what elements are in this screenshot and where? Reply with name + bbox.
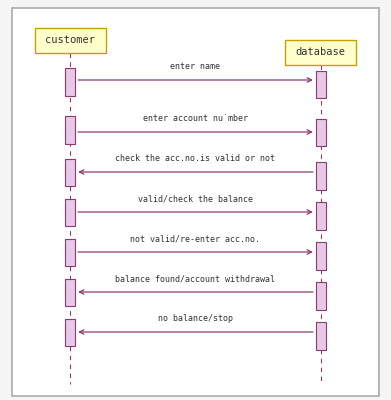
- Text: balance found/account withdrawal: balance found/account withdrawal: [115, 274, 276, 283]
- Text: valid/check the balance: valid/check the balance: [138, 194, 253, 203]
- Bar: [316, 322, 325, 350]
- Bar: [316, 162, 325, 190]
- Bar: [65, 279, 75, 306]
- Text: enter name: enter name: [170, 62, 221, 71]
- Bar: [65, 68, 75, 96]
- Bar: [35, 28, 106, 53]
- Text: database: database: [296, 47, 346, 57]
- Text: not valid/re-enter acc.no.: not valid/re-enter acc.no.: [131, 234, 260, 243]
- Bar: [316, 71, 325, 98]
- Bar: [65, 239, 75, 266]
- Bar: [285, 40, 356, 65]
- Bar: [65, 319, 75, 346]
- Text: customer: customer: [45, 35, 95, 45]
- Text: enter account nu̇mber: enter account nu̇mber: [143, 114, 248, 123]
- Text: check the acc.no.is valid or not: check the acc.no.is valid or not: [115, 154, 276, 163]
- Bar: [316, 202, 325, 230]
- Bar: [316, 119, 325, 146]
- Bar: [65, 159, 75, 186]
- Bar: [316, 282, 325, 310]
- Text: no balance/stop: no balance/stop: [158, 314, 233, 323]
- Bar: [65, 116, 75, 144]
- Bar: [65, 199, 75, 226]
- Bar: [316, 242, 325, 270]
